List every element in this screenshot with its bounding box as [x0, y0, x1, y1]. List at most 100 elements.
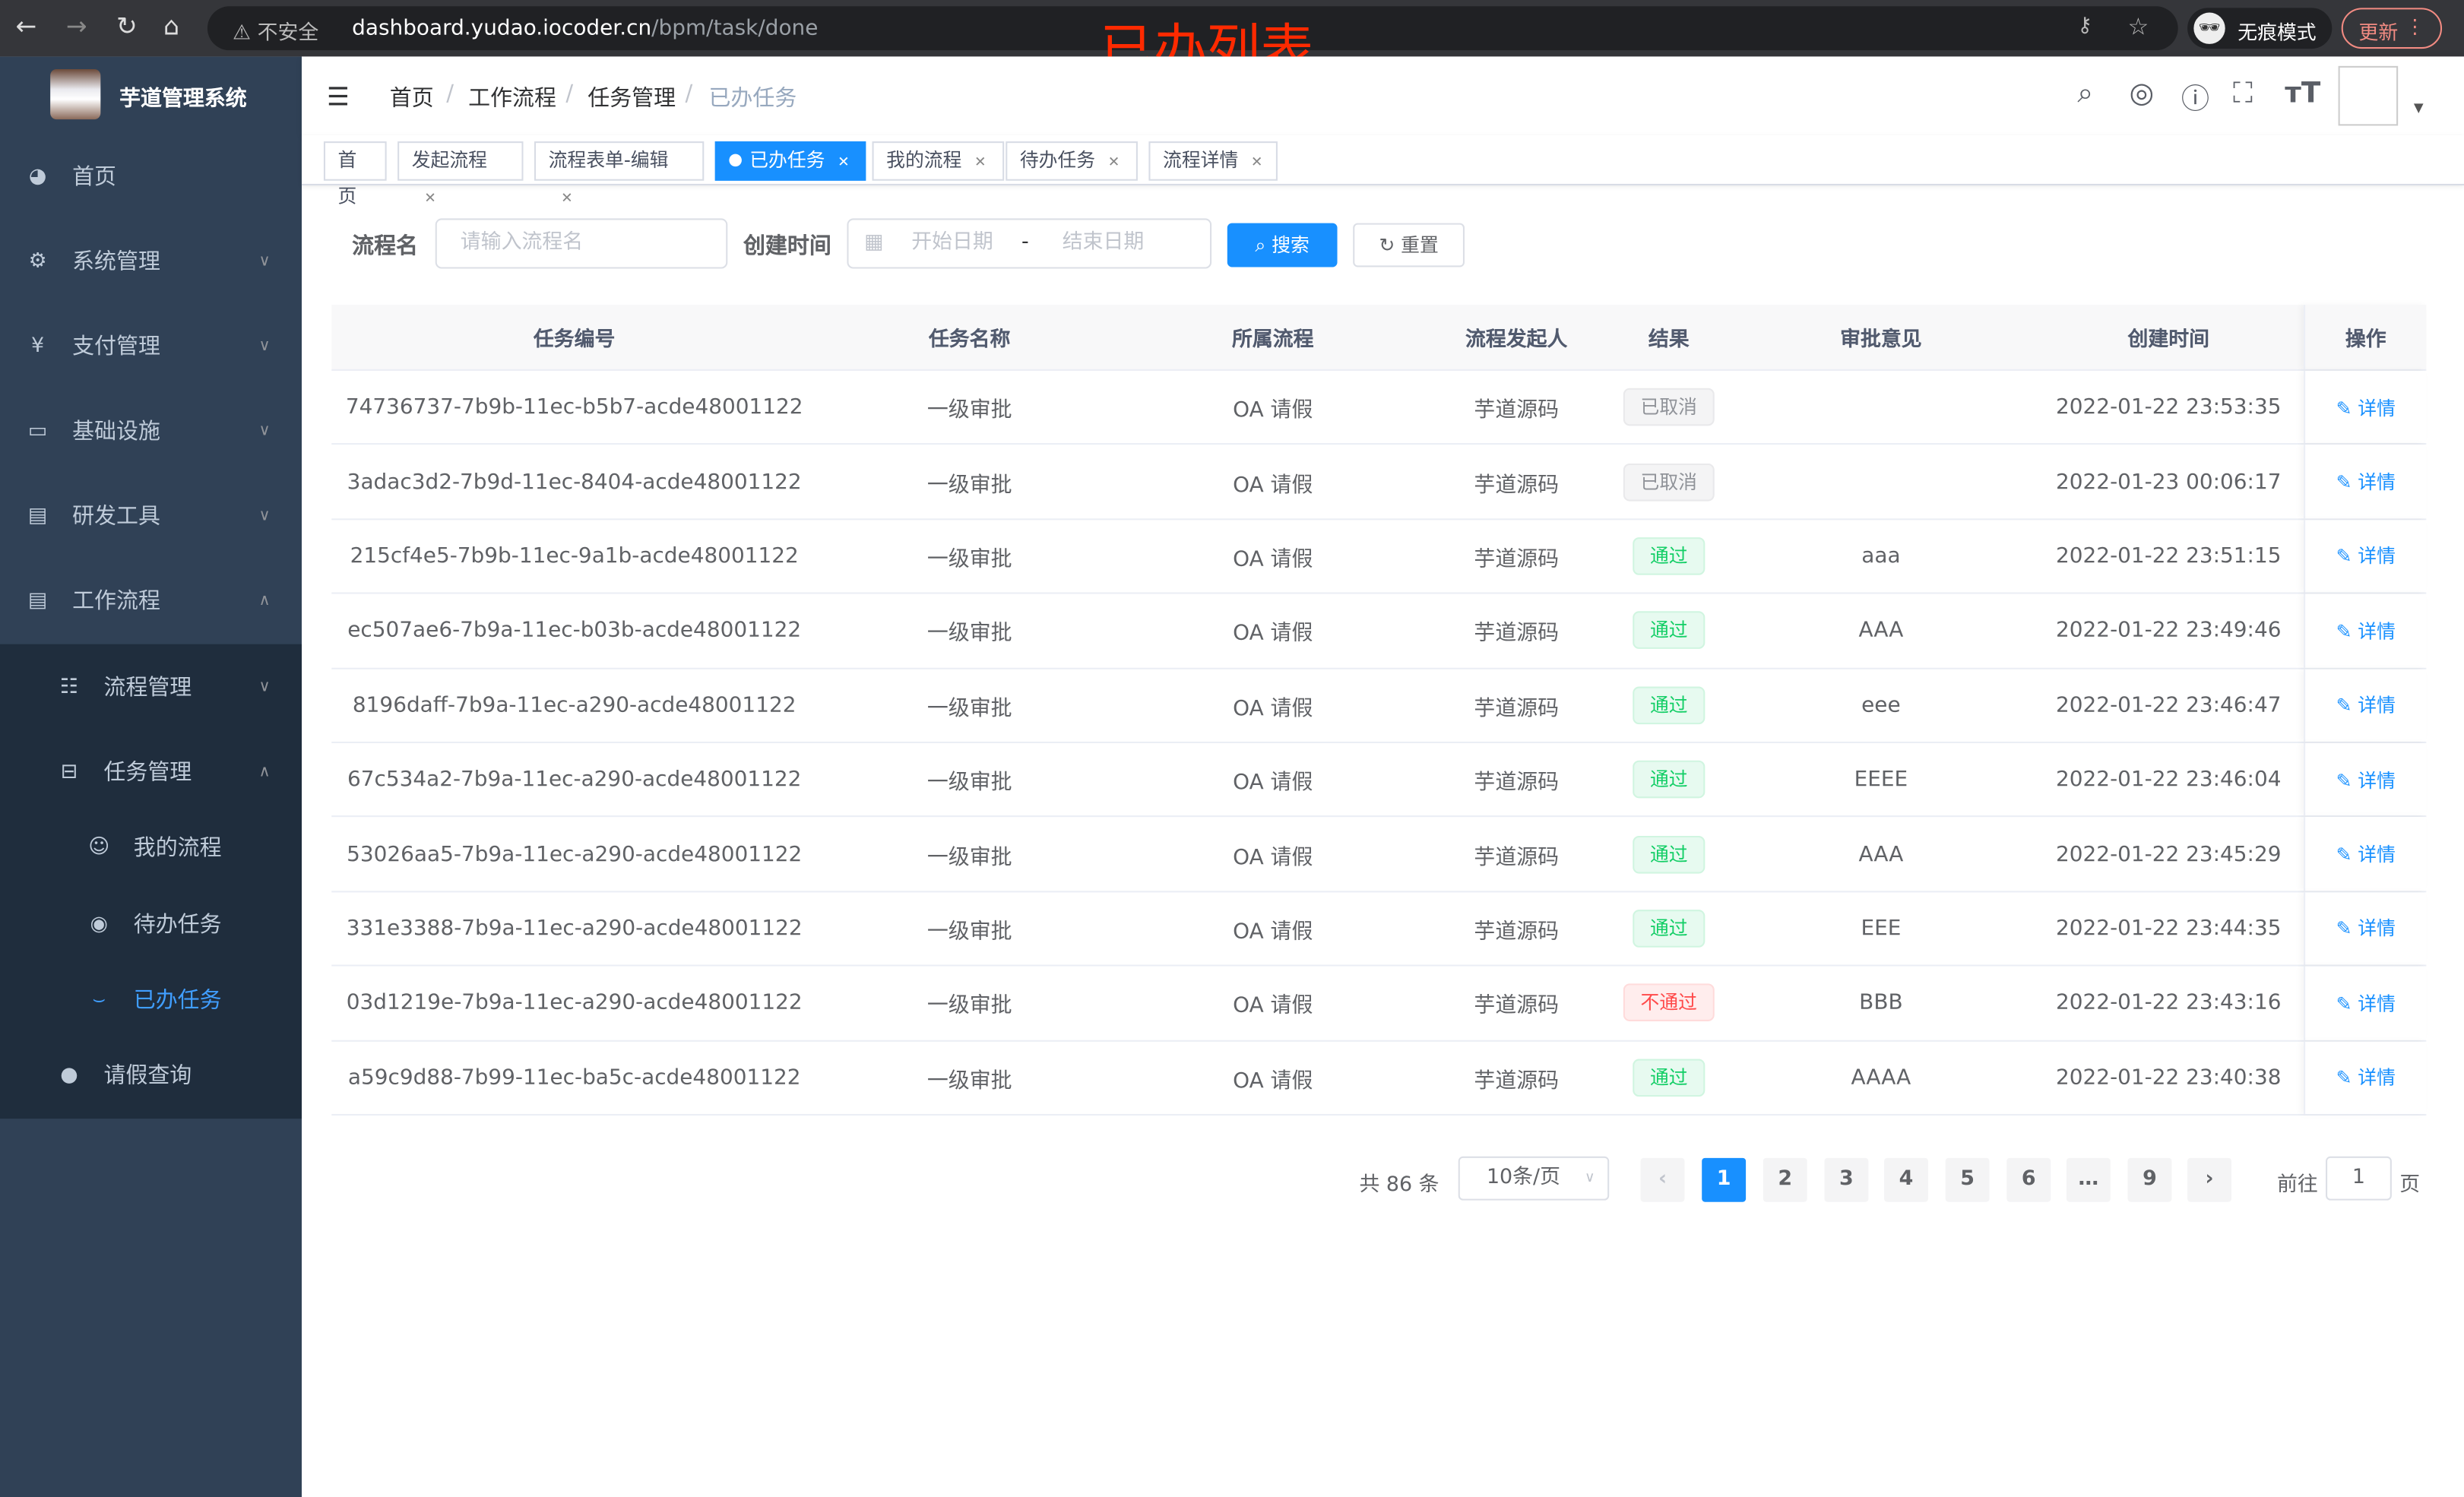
tag-item[interactable]: 已办任务 ✕: [714, 141, 866, 181]
tag-item[interactable]: 待办任务 ✕: [1006, 141, 1138, 181]
sidebar-item[interactable]: ☷ 流程管理 ∨: [0, 646, 302, 731]
table-header: 任务编号 任务名称 所属流程 流程发起人 结果 审批意见 创建时间 操作: [331, 305, 2427, 371]
detail-link[interactable]: ✎ 详情: [2336, 1064, 2396, 1090]
insecure-label: ⚠ 不安全: [233, 21, 319, 46]
close-icon[interactable]: ✕: [561, 191, 573, 207]
detail-link[interactable]: ✎ 详情: [2336, 394, 2396, 420]
table-cell: OA 请假: [1122, 1041, 1424, 1114]
page-size-value: 10条/页: [1486, 1166, 1560, 1190]
home-icon[interactable]: ⌂: [163, 11, 180, 41]
detail-link[interactable]: ✎ 详情: [2336, 543, 2396, 569]
sidebar-item[interactable]: ¥ 支付管理 ∨: [0, 305, 302, 390]
reset-button[interactable]: ↻ 重置: [1353, 223, 1465, 267]
star-icon[interactable]: ☆: [2127, 12, 2149, 41]
sidebar-item[interactable]: ● 请假查询: [0, 1039, 302, 1114]
sidebar-item[interactable]: ◕ 首页: [0, 135, 302, 220]
close-icon[interactable]: ✕: [1107, 155, 1120, 172]
forward-icon[interactable]: →: [65, 11, 87, 41]
tag-item[interactable]: 发起流程 ✕: [397, 141, 524, 207]
goto-page-input[interactable]: 1: [2326, 1156, 2392, 1201]
prev-page-button[interactable]: ‹: [1640, 1157, 1685, 1202]
cell-starter: 芋道源码: [1474, 770, 1560, 796]
detail-link[interactable]: ✎ 详情: [2336, 617, 2396, 644]
tag-item[interactable]: 我的流程 ✕: [872, 141, 1005, 181]
help-icon[interactable]: ⓘ: [2181, 83, 2210, 117]
date-range-picker[interactable]: ▦ 开始日期 - 结束日期: [847, 218, 1212, 269]
table-cell: 2022-01-22 23:49:46: [2033, 594, 2304, 667]
process-name-input[interactable]: 请输入流程名: [435, 218, 728, 269]
page-button[interactable]: 2: [1762, 1157, 1807, 1202]
pagination-ellipsis[interactable]: …: [2066, 1157, 2111, 1202]
table-cell: 2022-01-22 23:44:35: [2033, 892, 2304, 965]
edit-icon: ✎: [2336, 843, 2352, 866]
sidebar-item[interactable]: ▭ 基础设施 ∨: [0, 390, 302, 475]
detail-link[interactable]: ✎ 详情: [2336, 989, 2396, 1016]
detail-link[interactable]: ✎ 详情: [2336, 840, 2396, 867]
next-page-button[interactable]: ›: [2187, 1157, 2231, 1202]
font-size-icon[interactable]: ᴛT: [2285, 77, 2321, 110]
page-button[interactable]: 1: [1702, 1157, 1747, 1202]
search-icon[interactable]: ⌕: [2077, 77, 2094, 110]
table-cell: 2022-01-23 00:06:17: [2033, 445, 2304, 518]
page-button[interactable]: 9: [2127, 1157, 2172, 1202]
sidebar-item[interactable]: ▤ 研发工具 ∨: [0, 474, 302, 559]
page-button[interactable]: 4: [1884, 1157, 1928, 1202]
hamburger-icon[interactable]: ☰: [327, 81, 350, 112]
table-cell: [1728, 445, 2033, 518]
page-button[interactable]: 3: [1824, 1157, 1869, 1202]
table-cell: EEE: [1728, 892, 2033, 965]
tag-item[interactable]: 流程详情 ✕: [1148, 141, 1278, 181]
tag-item[interactable]: 流程表单-编辑 ✕: [534, 141, 705, 207]
avatar[interactable]: [2338, 65, 2399, 126]
sidebar-item[interactable]: ☺ 我的流程: [0, 811, 302, 886]
detail-link-label: 详情: [2358, 546, 2396, 568]
address-bar[interactable]: ⚠ 不安全 dashboard.yudao.iocoder.cn/bpm/tas…: [207, 6, 2178, 51]
table-cell: 一级审批: [817, 1041, 1122, 1114]
close-icon[interactable]: ✕: [974, 155, 987, 172]
cell-id: 8196daff-7b9a-11ec-a290-acde48001122: [352, 692, 797, 718]
sidebar-item[interactable]: ⌣ 已办任务: [0, 963, 302, 1038]
sidebar-item-label: 已办任务: [133, 988, 222, 1014]
detail-link-label: 详情: [2358, 992, 2396, 1015]
sidebar-item[interactable]: ⊟ 任务管理 ∧: [0, 730, 302, 815]
cell-process: OA 请假: [1233, 546, 1313, 572]
update-button[interactable]: 更新 ⋮: [2341, 8, 2443, 49]
table-cell: OA 请假: [1122, 520, 1424, 593]
github-icon[interactable]: ◎: [2129, 77, 2155, 110]
close-icon[interactable]: ✕: [1250, 155, 1263, 172]
search-button[interactable]: ⌕ 搜索: [1227, 223, 1338, 267]
detail-link[interactable]: ✎ 详情: [2336, 766, 2396, 793]
update-label: 更新: [2358, 20, 2399, 44]
sidebar-item[interactable]: ◉ 待办任务: [0, 888, 302, 963]
detail-link[interactable]: ✎ 详情: [2336, 915, 2396, 942]
url-host: dashboard.yudao.iocoder.cn: [352, 15, 652, 41]
breadcrumb-task-management: 任务管理: [587, 86, 676, 112]
goto-page-value: 1: [2352, 1166, 2366, 1190]
caret-down-icon[interactable]: ▼: [2413, 100, 2424, 115]
page-button[interactable]: 6: [2006, 1157, 2051, 1202]
tag-item[interactable]: 首页: [323, 141, 387, 207]
result-badge: 通过: [1633, 537, 1705, 575]
close-icon[interactable]: ✕: [838, 155, 850, 172]
chevron-up-icon: ∧: [258, 763, 271, 781]
reload-icon[interactable]: ↻: [116, 11, 138, 41]
page-size-select[interactable]: 10条/页 ∨: [1458, 1156, 1610, 1201]
breadcrumb-home[interactable]: 首页: [389, 86, 434, 112]
detail-link-label: 详情: [2358, 918, 2396, 941]
fullscreen-icon[interactable]: ⛶: [2233, 77, 2253, 110]
page-button[interactable]: 5: [1945, 1157, 1990, 1202]
back-icon[interactable]: ←: [15, 11, 37, 41]
sidebar-item[interactable]: ▤ 工作流程 ∧: [0, 559, 302, 644]
close-icon[interactable]: ✕: [424, 191, 436, 207]
detail-link[interactable]: ✎ 详情: [2336, 692, 2396, 718]
key-icon[interactable]: ⚷: [2077, 14, 2093, 38]
table-cell: aaa: [1728, 520, 2033, 593]
sidebar-item[interactable]: ⚙ 系统管理 ∨: [0, 220, 302, 305]
sidebar-item-label: 流程管理: [103, 676, 192, 701]
detail-link[interactable]: ✎ 详情: [2336, 468, 2396, 495]
table-row: 03d1219e-7b9a-11ec-a290-acde48001122 一级审批…: [331, 966, 2427, 1041]
cell-comment: aaa: [1861, 543, 1901, 569]
incognito-badge[interactable]: 🕶 无痕模式: [2187, 8, 2333, 49]
sidebar: 芋道管理系统 ◕ 首页 ⚙ 系统管理 ∨ ¥ 支付管理 ∨ ▭ 基础设施 ∨ ▤ 研发工具 ∨ ▤ 工作流程 ∧…: [0, 56, 302, 1497]
table-cell: 芋道源码: [1424, 520, 1609, 593]
